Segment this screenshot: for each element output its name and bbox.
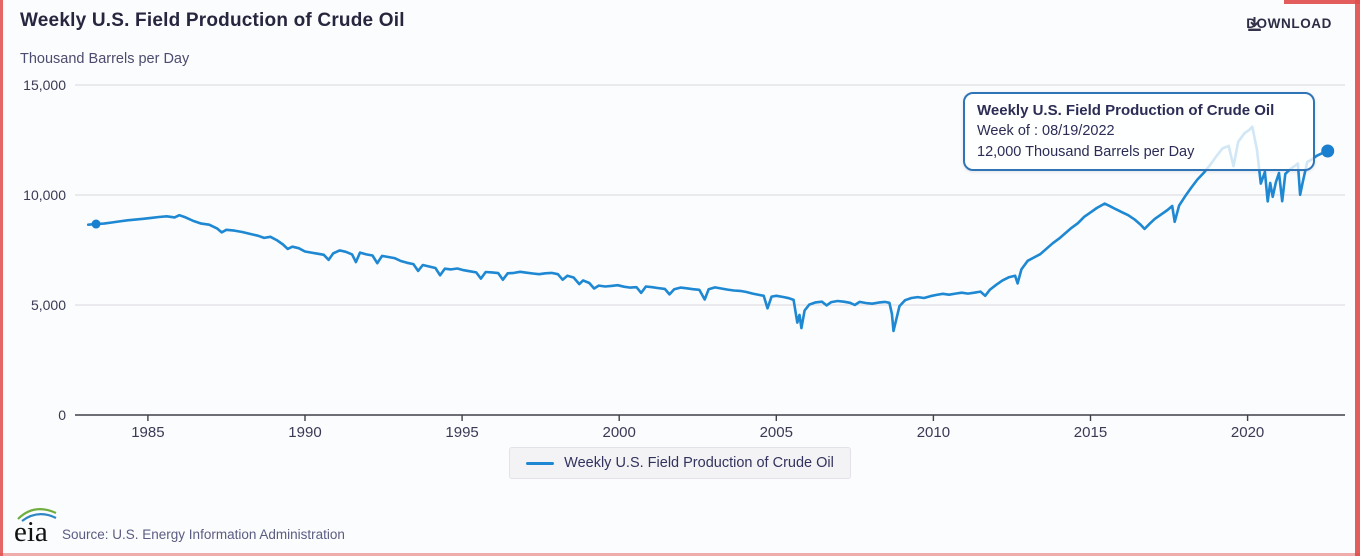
legend-item-crude-oil[interactable]: Weekly U.S. Field Production of Crude Oi… [509,447,851,479]
x-tick-label: 1995 [445,424,479,441]
download-icon [1248,17,1262,31]
x-tick-label: 1990 [288,424,322,441]
y-axis-unit-label: Thousand Barrels per Day [20,51,190,67]
data-point-marker[interactable] [1321,144,1335,158]
download-label: DOWNLOAD [1246,16,1332,31]
red-border-top-right [1284,0,1360,4]
red-border-bottom [0,553,1360,556]
red-border-right [1355,0,1360,556]
y-tick-label: 10,000 [23,187,66,203]
tooltip-series-name: Weekly U.S. Field Production of Crude Oi… [977,102,1275,119]
eia-logo[interactable]: eia [12,504,62,548]
x-tick-label: 2005 [759,424,793,441]
x-tick-label: 2010 [916,424,951,441]
legend: Weekly U.S. Field Production of Crude Oi… [0,447,1360,479]
page-title: Weekly U.S. Field Production of Crude Oi… [20,10,405,31]
red-border-left [0,0,3,556]
source-attribution: Source: U.S. Energy Information Administ… [62,527,345,542]
data-point-marker[interactable] [91,219,101,229]
eia-logo-swoosh-icon [17,508,57,522]
x-tick-label: 2020 [1230,424,1265,441]
y-tick-label: 0 [58,407,66,423]
x-tick-label: 1985 [131,424,165,441]
tooltip-week: Week of : 08/19/2022 [977,123,1115,139]
crude-oil-production-line[interactable] [86,125,1329,333]
legend-label: Weekly U.S. Field Production of Crude Oi… [564,455,834,471]
x-tick-label: 2000 [602,424,636,441]
hover-tooltip: Weekly U.S. Field Production of Crude Oi… [963,92,1315,171]
legend-line-swatch [526,461,555,465]
download-button[interactable]: DOWNLOAD [1246,16,1332,31]
eia-logo-text: eia [14,516,48,548]
y-tick-label: 5,000 [30,297,66,313]
x-tick-label: 2015 [1073,424,1108,441]
tooltip-value: 12,000 Thousand Barrels per Day [977,144,1195,160]
y-tick-label: 15,000 [23,77,66,93]
